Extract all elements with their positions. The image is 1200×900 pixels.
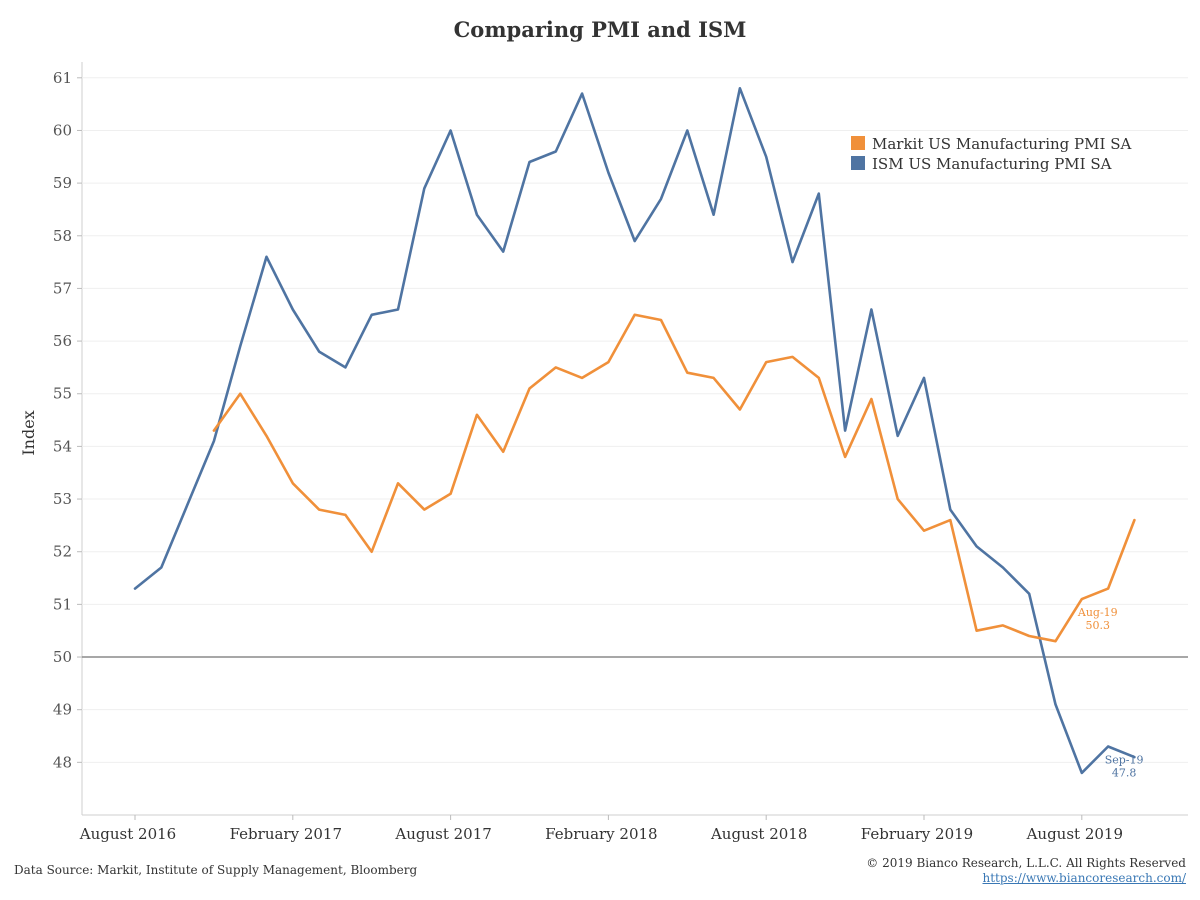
x-tick-label: August 2017 [394,825,491,843]
x-tick-label: February 2018 [545,825,657,843]
x-tick-label: February 2019 [861,825,973,843]
series-group [133,87,1136,775]
y-tick-label: 54 [53,437,72,455]
legend-label-markit: Markit US Manufacturing PMI SA [872,135,1131,153]
y-tick-label: 53 [53,490,72,508]
grid [81,62,1188,816]
y-tick-label: 48 [53,753,72,771]
annotation-value: 48.1 [1175,0,1200,3]
annotation-date: Sep-19 [1105,754,1144,767]
y-tick-label: 50 [53,648,72,666]
y-axis-label: Index [19,410,38,455]
legend-swatch-ism [851,156,865,170]
annotation-value: 50.3 [1086,619,1111,632]
y-tick-label: 61 [53,69,72,87]
annotation-date: Nov-19 [1160,0,1200,3]
annotation-date: Aug-19 [1077,606,1118,619]
y-axis-ticks: 48 49 50 51 52 53 54 55 56 57 58 59 60 61 [53,69,82,771]
y-tick-label: 56 [53,332,72,350]
x-tick-label: August 2018 [710,825,807,843]
legend-label-ism: ISM US Manufacturing PMI SA [872,155,1112,173]
y-tick-label: 59 [53,174,72,192]
chart-title: Comparing PMI and ISM [454,17,747,42]
annotation-value: 52.6 [1148,0,1173,3]
data-source: Data Source: Markit, Institute of Supply… [14,863,418,877]
x-tick-label: August 2016 [79,825,176,843]
y-tick-label: 52 [53,543,72,561]
series-line-markit [212,313,1136,643]
y-tick-label: 58 [53,227,72,245]
footer-right: © 2019 Bianco Research, L.L.C. All Right… [866,856,1186,886]
annotation-value: 47.8 [1112,767,1137,780]
x-tick-label: August 2019 [1026,825,1123,843]
annotation-date: Nov-19 [1141,0,1181,3]
copyright: © 2019 Bianco Research, L.L.C. All Right… [866,856,1186,870]
y-tick-label: 57 [53,279,72,297]
x-axis-ticks: August 2016 February 2017 August 2017 Febru… [79,815,1123,843]
legend: Markit US Manufacturing PMI SA ISM US Ma… [851,135,1131,173]
website-link[interactable]: https://www.biancoresearch.com/ [982,871,1186,885]
y-tick-label: 49 [53,701,72,719]
x-tick-label: February 2017 [230,825,342,843]
y-tick-label: 60 [53,121,72,139]
y-tick-label: 51 [53,595,72,613]
y-tick-label: 55 [53,385,72,403]
legend-swatch-markit [851,136,865,150]
series-line-ism [133,87,1136,775]
